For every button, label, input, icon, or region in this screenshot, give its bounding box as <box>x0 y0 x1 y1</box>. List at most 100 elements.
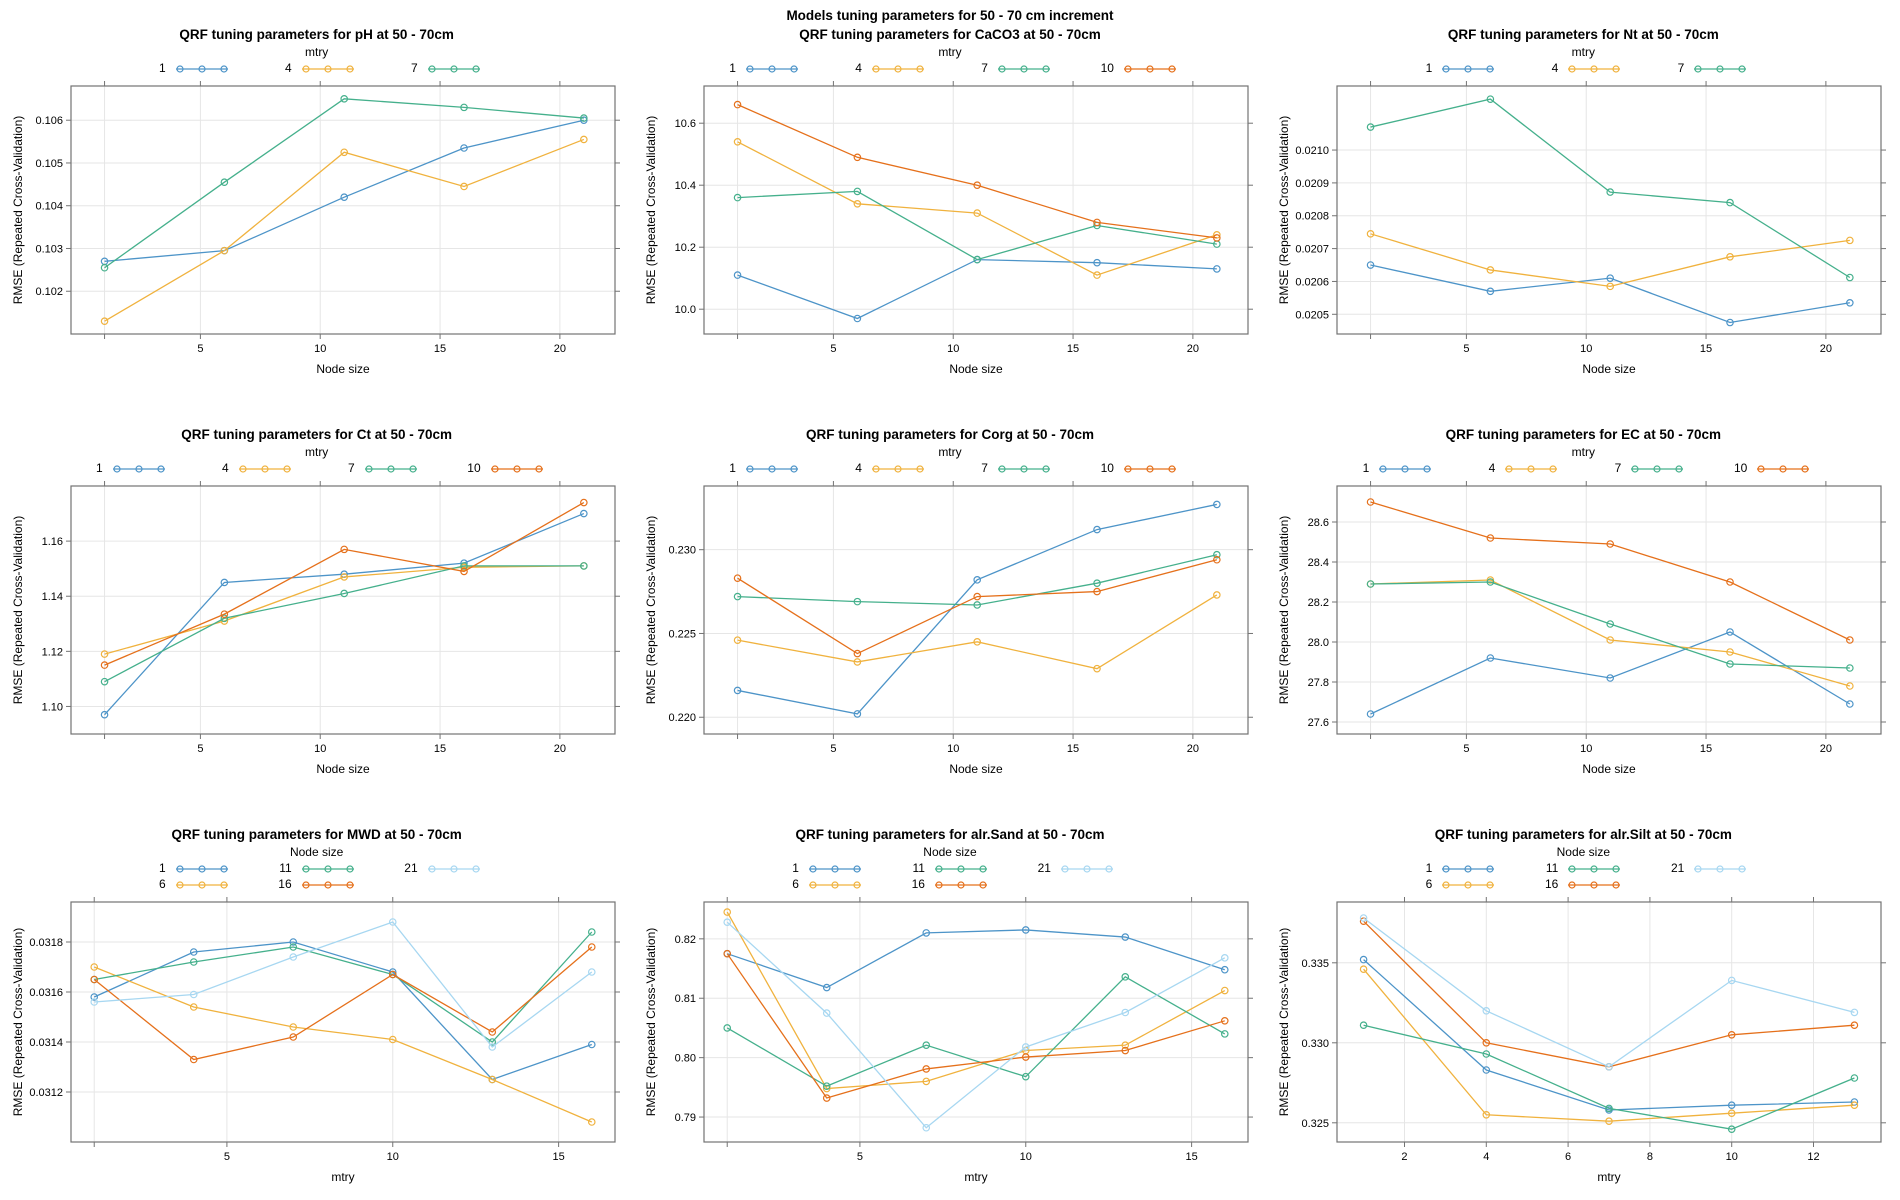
legend-line-glyph <box>1379 464 1432 473</box>
series-line-1 <box>726 929 1225 989</box>
series-line-21 <box>93 921 592 1048</box>
x-tick-label: 15 <box>1700 343 1712 355</box>
y-axis-label: RMSE (Repeated Cross-Validation) <box>11 116 25 305</box>
plot-border <box>1336 485 1882 735</box>
legend-column: 4 <box>1480 461 1560 476</box>
data-point <box>1482 1050 1491 1058</box>
legend-wrap: mtry 1 4 7 10 <box>88 445 546 476</box>
legend-line-glyph <box>997 64 1050 73</box>
y-axis-label: RMSE (Repeated Cross-Validation) <box>1277 116 1291 305</box>
legend-line-glyph <box>301 864 354 873</box>
x-tick-label: 5 <box>1464 743 1470 755</box>
y-tick-label: 0.81 <box>675 993 696 1005</box>
x-tick-label: 10 <box>947 743 959 755</box>
data-point <box>1606 620 1615 628</box>
plot-background <box>1337 486 1882 734</box>
data-point <box>1846 636 1854 644</box>
legend-line-glyph <box>934 864 987 873</box>
data-point <box>289 953 297 961</box>
data-point <box>1367 580 1375 588</box>
legend-line-glyph <box>1694 64 1747 73</box>
legend-entry-label: 7 <box>981 61 988 75</box>
data-point <box>733 574 742 582</box>
legend-entry-label: 11 <box>1545 861 1559 875</box>
legend-entry-16: 16 <box>1543 877 1623 892</box>
x-axis-label: Node size <box>1583 762 1637 776</box>
y-tick-label: 10.4 <box>675 180 696 192</box>
data-point <box>1850 1101 1859 1110</box>
legend-entry-label: 7 <box>1614 461 1622 475</box>
data-point <box>579 135 588 144</box>
series-line-10 <box>1370 501 1851 641</box>
y-tick-label: 0.105 <box>35 158 63 170</box>
series-line-6 <box>93 966 592 1123</box>
legend-column: 11 16 <box>1543 861 1623 892</box>
series-line-1 <box>737 503 1217 715</box>
legend-line-glyph <box>1442 864 1495 873</box>
legend-entry-11: 11 <box>277 861 357 876</box>
legend-entry-label: 11 <box>912 861 925 875</box>
legend-entry-label: 1 <box>158 861 166 875</box>
legend-line-glyph <box>745 464 798 473</box>
y-axis-label: RMSE (Repeated Cross-Validation) <box>11 928 25 1117</box>
x-axis-label: Node size <box>316 762 370 776</box>
x-tick-label: 10 <box>314 743 326 755</box>
x-tick-label: 10 <box>314 343 326 355</box>
chart-ec: QRF tuning parameters for EC at 50 - 70c… <box>1267 400 1900 800</box>
legend-line-glyph <box>1631 464 1684 473</box>
y-axis-label: RMSE (Repeated Cross-Validation) <box>644 516 658 705</box>
data-point <box>1850 1074 1859 1082</box>
y-tick-label: 10.2 <box>675 242 696 254</box>
data-point <box>1093 579 1101 587</box>
y-tick-label: 27.8 <box>1308 677 1329 689</box>
data-point <box>973 209 981 217</box>
legend-line-glyph <box>364 464 417 473</box>
data-point <box>1220 1030 1229 1038</box>
legend-entry-label: 16 <box>911 877 925 891</box>
y-tick-label: 0.225 <box>668 628 696 640</box>
data-point <box>220 610 228 618</box>
data-point <box>853 710 862 718</box>
legend-entry-1: 1 <box>151 861 231 876</box>
legend-entry-6: 6 <box>1417 877 1497 892</box>
y-tick-label: 1.10 <box>41 701 62 713</box>
data-point <box>723 918 732 926</box>
data-point <box>1846 700 1854 708</box>
legend-column: 21 <box>1036 861 1116 876</box>
legend-entry-11: 11 <box>1543 861 1623 876</box>
legend-column: 10 <box>1099 461 1179 476</box>
legend-column: 21 <box>1669 861 1749 876</box>
chart-title: QRF tuning parameters for Corg at 50 - 7… <box>805 427 1095 442</box>
x-axis-label: mtry <box>964 1170 987 1184</box>
legend-line-glyph <box>808 880 861 889</box>
data-point <box>1850 1008 1859 1017</box>
data-point <box>853 314 862 323</box>
series-line-21 <box>1363 917 1855 1068</box>
y-tick-label: 0.82 <box>675 934 696 946</box>
data-point <box>1486 287 1495 296</box>
x-tick-label: 10 <box>386 1151 398 1163</box>
data-point <box>1726 578 1735 586</box>
y-tick-label: 0.0209 <box>1296 178 1330 190</box>
y-tick-label: 0.80 <box>675 1053 696 1065</box>
data-point <box>1605 1104 1614 1113</box>
data-point <box>388 1035 397 1044</box>
legend-title: Node size <box>923 845 977 859</box>
data-point <box>973 592 981 601</box>
data-point <box>853 153 862 162</box>
legend-entry-label: 21 <box>1670 861 1685 875</box>
x-tick-label: 5 <box>830 743 836 755</box>
data-point <box>1482 1066 1491 1074</box>
data-point <box>1606 188 1615 196</box>
legend-entry-7: 7 <box>1669 61 1749 76</box>
x-tick-label: 15 <box>1067 743 1079 755</box>
legend-entry-label: 7 <box>347 461 355 475</box>
chart-mwd: QRF tuning parameters for MWD at 50 - 70… <box>0 800 633 1200</box>
legend-entry-label: 7 <box>410 61 418 75</box>
legend-line-glyph <box>871 64 924 73</box>
data-point <box>1605 1117 1614 1126</box>
data-point <box>922 1041 931 1049</box>
legend-entry-1: 1 <box>1417 861 1497 876</box>
data-point <box>1606 674 1615 682</box>
